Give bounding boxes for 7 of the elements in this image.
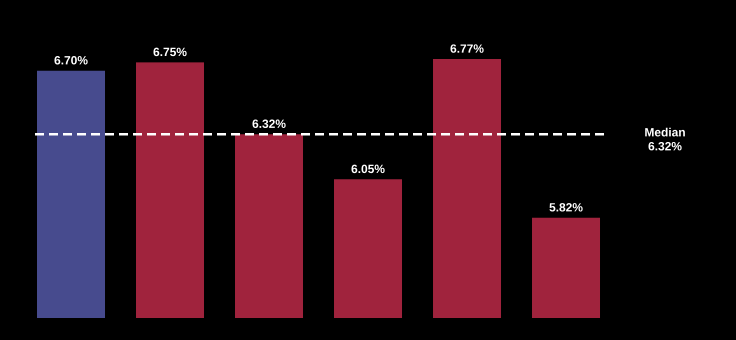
data-label: 6.70%: [54, 56, 88, 64]
data-label: 6.75%: [153, 48, 187, 56]
data-label: 6.32%: [252, 120, 286, 128]
ref-line-label: Median 6.32%: [645, 128, 685, 150]
data-label: 6.05%: [352, 164, 385, 174]
data-label: 5.82%: [549, 203, 583, 212]
data-label: 6.77%: [450, 44, 484, 53]
